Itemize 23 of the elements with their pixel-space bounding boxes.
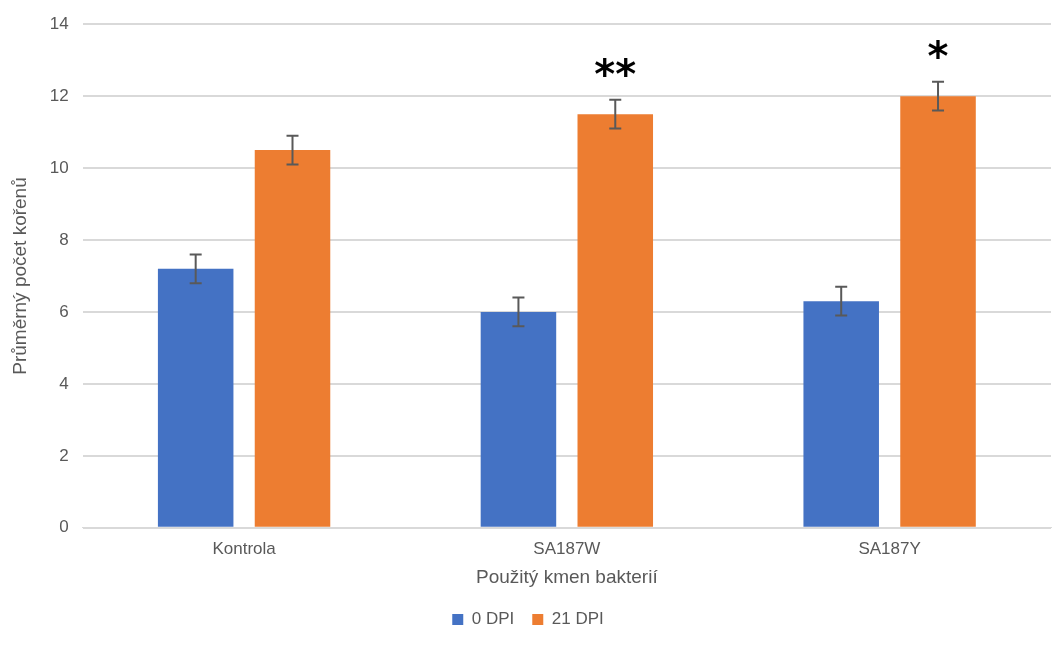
y-tick-label: 6 [59, 301, 69, 321]
bar [803, 301, 879, 527]
y-tick-label: 4 [59, 373, 69, 393]
legend-label: 0 DPI [471, 609, 515, 629]
bar [157, 268, 234, 527]
y-tick-label: 0 [59, 517, 69, 537]
legend-label: 21 DPI [551, 609, 604, 629]
bar [577, 114, 654, 527]
annotation: * [927, 33, 949, 80]
bar [254, 150, 331, 527]
y-tick-label: 2 [59, 445, 69, 465]
y-tick-label: 8 [59, 229, 69, 249]
x-tick-label: SA187Y [858, 538, 921, 558]
bar [900, 96, 976, 527]
x-axis-title: Použitý kmen bakterií [476, 565, 659, 587]
x-tick-label: SA187W [533, 538, 601, 558]
bar [480, 311, 557, 527]
x-tick-label: Kontrola [212, 538, 277, 558]
y-tick-label: 12 [49, 85, 69, 105]
y-axis-title: Průměrný počet kořenů [8, 177, 30, 375]
y-tick-label: 14 [49, 13, 69, 33]
y-tick-label: 10 [49, 157, 69, 177]
annotation: ** [594, 51, 637, 98]
